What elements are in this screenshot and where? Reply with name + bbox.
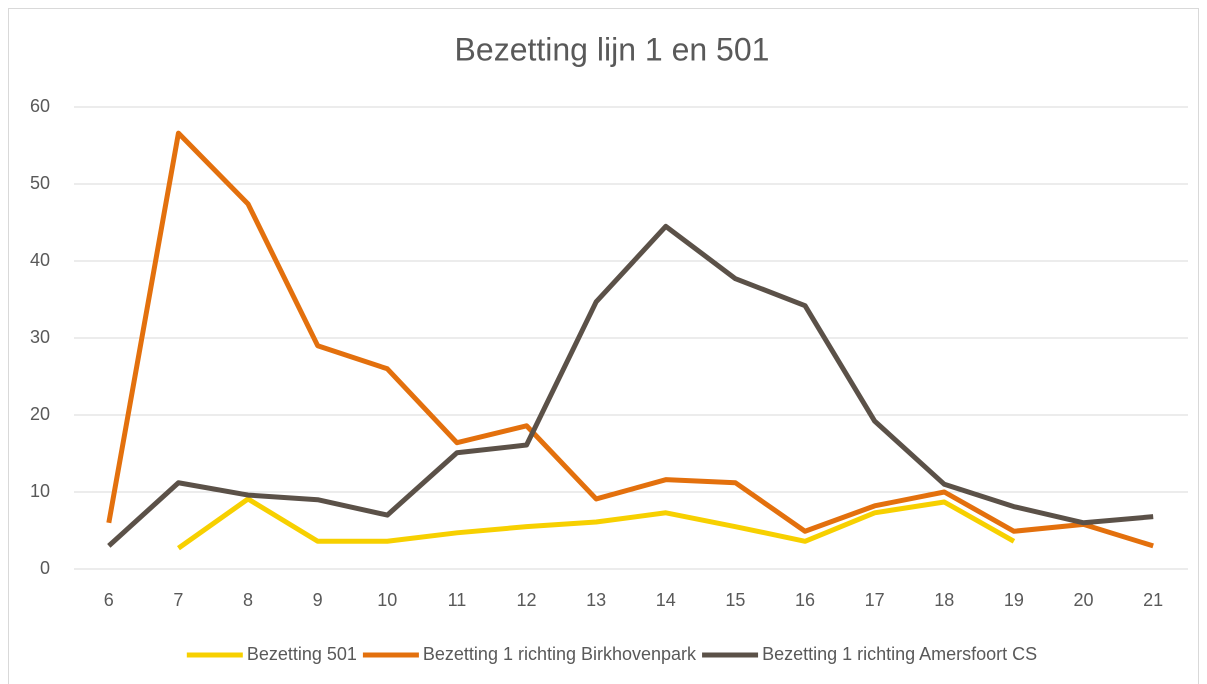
- x-tick-label: 8: [243, 590, 253, 610]
- x-tick-label: 11: [448, 590, 467, 610]
- x-tick-label: 18: [934, 590, 954, 610]
- y-tick-label: 30: [30, 327, 50, 347]
- y-tick-label: 10: [30, 481, 50, 501]
- legend-label: Bezetting 1 richting Birkhovenpark: [423, 644, 697, 664]
- x-tick-label: 14: [656, 590, 676, 610]
- chart-frame: [8, 8, 1199, 684]
- x-tick-label: 6: [104, 590, 114, 610]
- x-tick-label: 15: [725, 590, 745, 610]
- x-tick-label: 12: [517, 590, 537, 610]
- x-tick-label: 7: [173, 590, 183, 610]
- x-tick-label: 10: [377, 590, 397, 610]
- y-tick-label: 60: [30, 96, 50, 116]
- x-tick-label: 20: [1074, 590, 1094, 610]
- y-tick-label: 50: [30, 173, 50, 193]
- chart-title: Bezetting lijn 1 en 501: [455, 31, 770, 67]
- x-tick-label: 9: [313, 590, 323, 610]
- x-tick-label: 19: [1004, 590, 1024, 610]
- y-tick-label: 0: [40, 558, 50, 578]
- series-line: [176, 496, 1016, 551]
- x-tick-label: 13: [586, 590, 606, 610]
- y-tick-label: 20: [30, 404, 50, 424]
- series-line: [107, 223, 1154, 548]
- legend-label: Bezetting 1 richting Amersfoort CS: [762, 644, 1037, 664]
- x-tick-label: 16: [795, 590, 815, 610]
- x-tick-label: 21: [1143, 590, 1163, 610]
- legend-label: Bezetting 501: [247, 644, 357, 664]
- x-tick-label: 17: [865, 590, 885, 610]
- series-line: [106, 130, 1154, 549]
- y-tick-label: 40: [30, 250, 50, 270]
